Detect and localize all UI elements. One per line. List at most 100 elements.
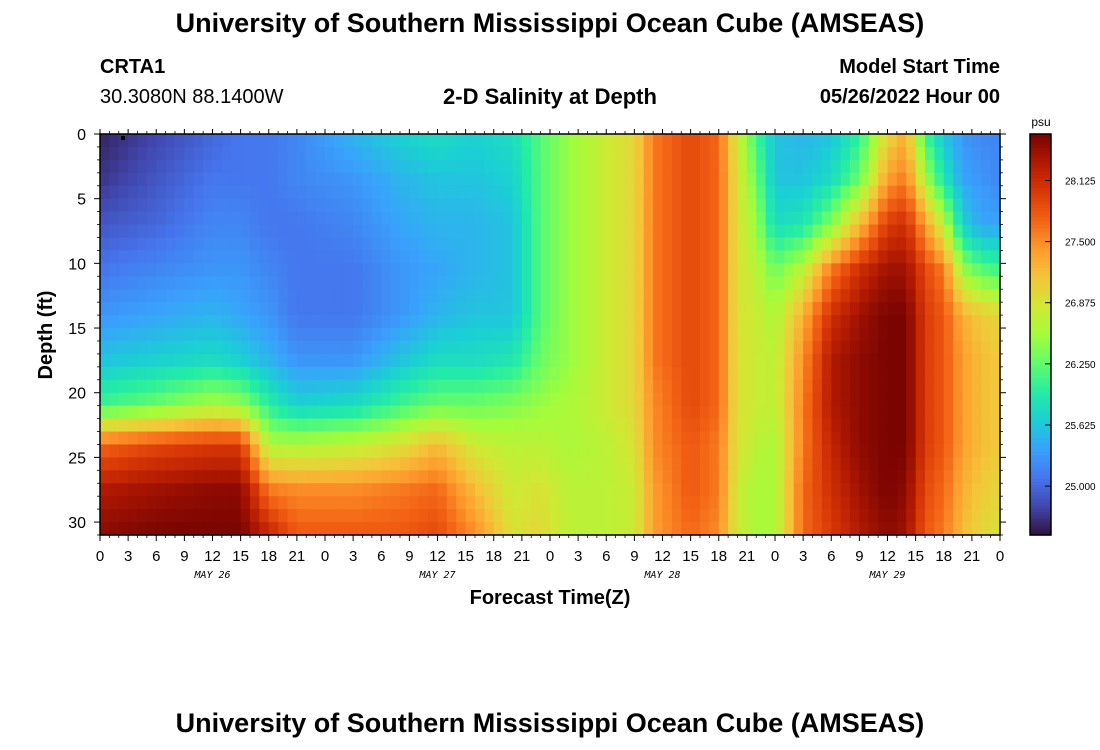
heatmap-cell [278, 509, 289, 523]
heatmap-cell [915, 134, 926, 148]
heatmap-cell [503, 198, 514, 213]
heatmap-cell [559, 302, 570, 316]
heatmap-cell [915, 431, 926, 446]
heatmap-cell [671, 366, 682, 381]
heatmap-cell [728, 496, 739, 510]
heatmap-cell [118, 470, 129, 484]
heatmap-cell [559, 315, 570, 329]
heatmap-cell [175, 392, 185, 407]
heatmap-cell [465, 146, 476, 161]
heatmap-cell [193, 366, 204, 381]
heatmap-cell [559, 159, 570, 174]
heatmap-cell [268, 276, 279, 290]
heatmap-cell [962, 418, 973, 433]
heatmap-cell [915, 418, 926, 433]
heatmap-cell [568, 263, 579, 277]
heatmap-cell [981, 470, 992, 484]
heatmap-cell [568, 366, 579, 381]
heatmap-cell [606, 353, 617, 368]
heatmap-cell [409, 431, 420, 446]
heatmap-cell [746, 224, 757, 239]
heatmap-cell [484, 522, 495, 536]
heatmap-cell [615, 146, 626, 161]
heatmap-cell [437, 198, 448, 213]
heatmap-cell [128, 509, 139, 523]
heatmap-cell [240, 276, 251, 290]
heatmap-cell [746, 522, 757, 536]
heatmap-cell [606, 172, 617, 187]
heatmap-cell [681, 379, 692, 394]
heatmap-cell [578, 444, 589, 458]
heatmap-cell [840, 134, 851, 148]
heatmap-cell [568, 159, 579, 174]
heatmap-cell [306, 509, 317, 523]
colorbar-segment [1030, 200, 1051, 205]
heatmap-cell [540, 237, 551, 252]
heatmap-cell [400, 418, 410, 433]
heatmap-cell [840, 185, 851, 200]
heatmap-cell [568, 134, 579, 148]
heatmap-cell [203, 431, 214, 446]
heatmap-cell [278, 522, 289, 536]
heatmap-cell [709, 250, 720, 264]
heatmap-cell [718, 146, 729, 161]
heatmap-cell [953, 159, 964, 174]
heatmap-cell [728, 224, 739, 239]
heatmap-cell [821, 211, 832, 226]
colorbar-segment [1030, 524, 1051, 529]
heatmap-cell [981, 353, 992, 368]
heatmap-cell [184, 496, 195, 510]
heatmap-cell [437, 328, 448, 342]
heatmap-cell [409, 224, 420, 239]
heatmap-cell [878, 146, 889, 161]
heatmap-cell [231, 276, 242, 290]
heatmap-cell [625, 418, 635, 433]
heatmap-cell [118, 224, 129, 239]
heatmap-cell [475, 172, 485, 187]
heatmap-cell [296, 211, 307, 226]
heatmap-cell [634, 457, 645, 471]
heatmap-cell [915, 237, 926, 252]
heatmap-cell [146, 224, 157, 239]
heatmap-cell [578, 418, 589, 433]
heatmap-cell [925, 172, 935, 187]
heatmap-cell [268, 146, 279, 161]
heatmap-cell [531, 134, 542, 148]
heatmap-cell [550, 134, 560, 148]
heatmap-cell [531, 353, 542, 368]
heatmap-cell [906, 159, 917, 174]
heatmap-cell [278, 250, 289, 264]
heatmap-cell [475, 405, 485, 420]
heatmap-cell [221, 224, 232, 239]
heatmap-cell [137, 353, 148, 368]
heatmap-cell [643, 418, 654, 433]
heatmap-cell [784, 353, 795, 368]
heatmap-cell [203, 211, 214, 226]
heatmap-cell [175, 302, 185, 316]
heatmap-cell [418, 366, 429, 381]
heatmap-cell [615, 431, 626, 446]
heatmap-cell [231, 185, 242, 200]
heatmap-cell [606, 405, 617, 420]
heatmap-cell [512, 392, 523, 407]
heatmap-cell [559, 470, 570, 484]
heatmap-cell [418, 172, 429, 187]
heatmap-cell [587, 315, 598, 329]
heatmap-cell [953, 302, 964, 316]
heatmap-cell [400, 379, 410, 394]
heatmap-cell [971, 405, 982, 420]
x-tick-label: 0 [96, 548, 104, 565]
heatmap-cell [128, 146, 139, 161]
heatmap-cell [165, 340, 176, 355]
heatmap-cell [240, 379, 251, 394]
heatmap-cell [484, 250, 495, 264]
heatmap-cell [484, 470, 495, 484]
heatmap-cell [212, 366, 223, 381]
heatmap-cell [156, 340, 167, 355]
heatmap-cell [634, 276, 645, 290]
heatmap-cell [418, 431, 429, 446]
heatmap-cell [353, 340, 364, 355]
heatmap-cell [587, 379, 598, 394]
heatmap-cell [540, 522, 551, 536]
heatmap-cell [334, 431, 345, 446]
